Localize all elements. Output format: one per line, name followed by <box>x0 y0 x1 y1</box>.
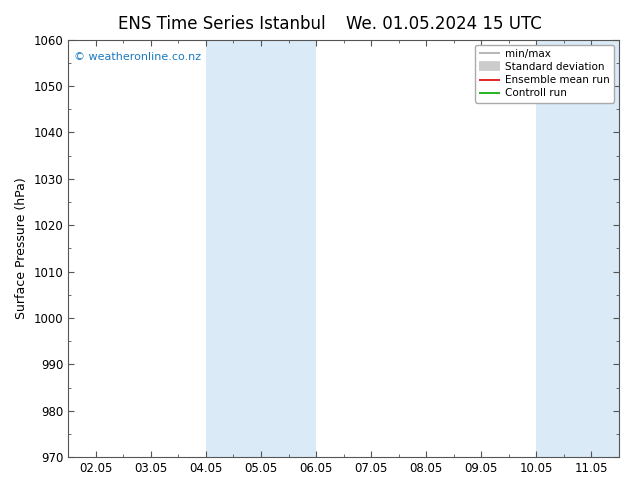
Bar <box>536 40 592 457</box>
Bar <box>206 40 261 457</box>
Bar <box>261 40 316 457</box>
Text: ENS Time Series Istanbul: ENS Time Series Istanbul <box>118 15 326 33</box>
Text: © weatheronline.co.nz: © weatheronline.co.nz <box>74 52 201 62</box>
Y-axis label: Surface Pressure (hPa): Surface Pressure (hPa) <box>15 177 28 319</box>
Legend: min/max, Standard deviation, Ensemble mean run, Controll run: min/max, Standard deviation, Ensemble me… <box>475 45 614 102</box>
Bar <box>592 40 634 457</box>
Text: We. 01.05.2024 15 UTC: We. 01.05.2024 15 UTC <box>346 15 541 33</box>
